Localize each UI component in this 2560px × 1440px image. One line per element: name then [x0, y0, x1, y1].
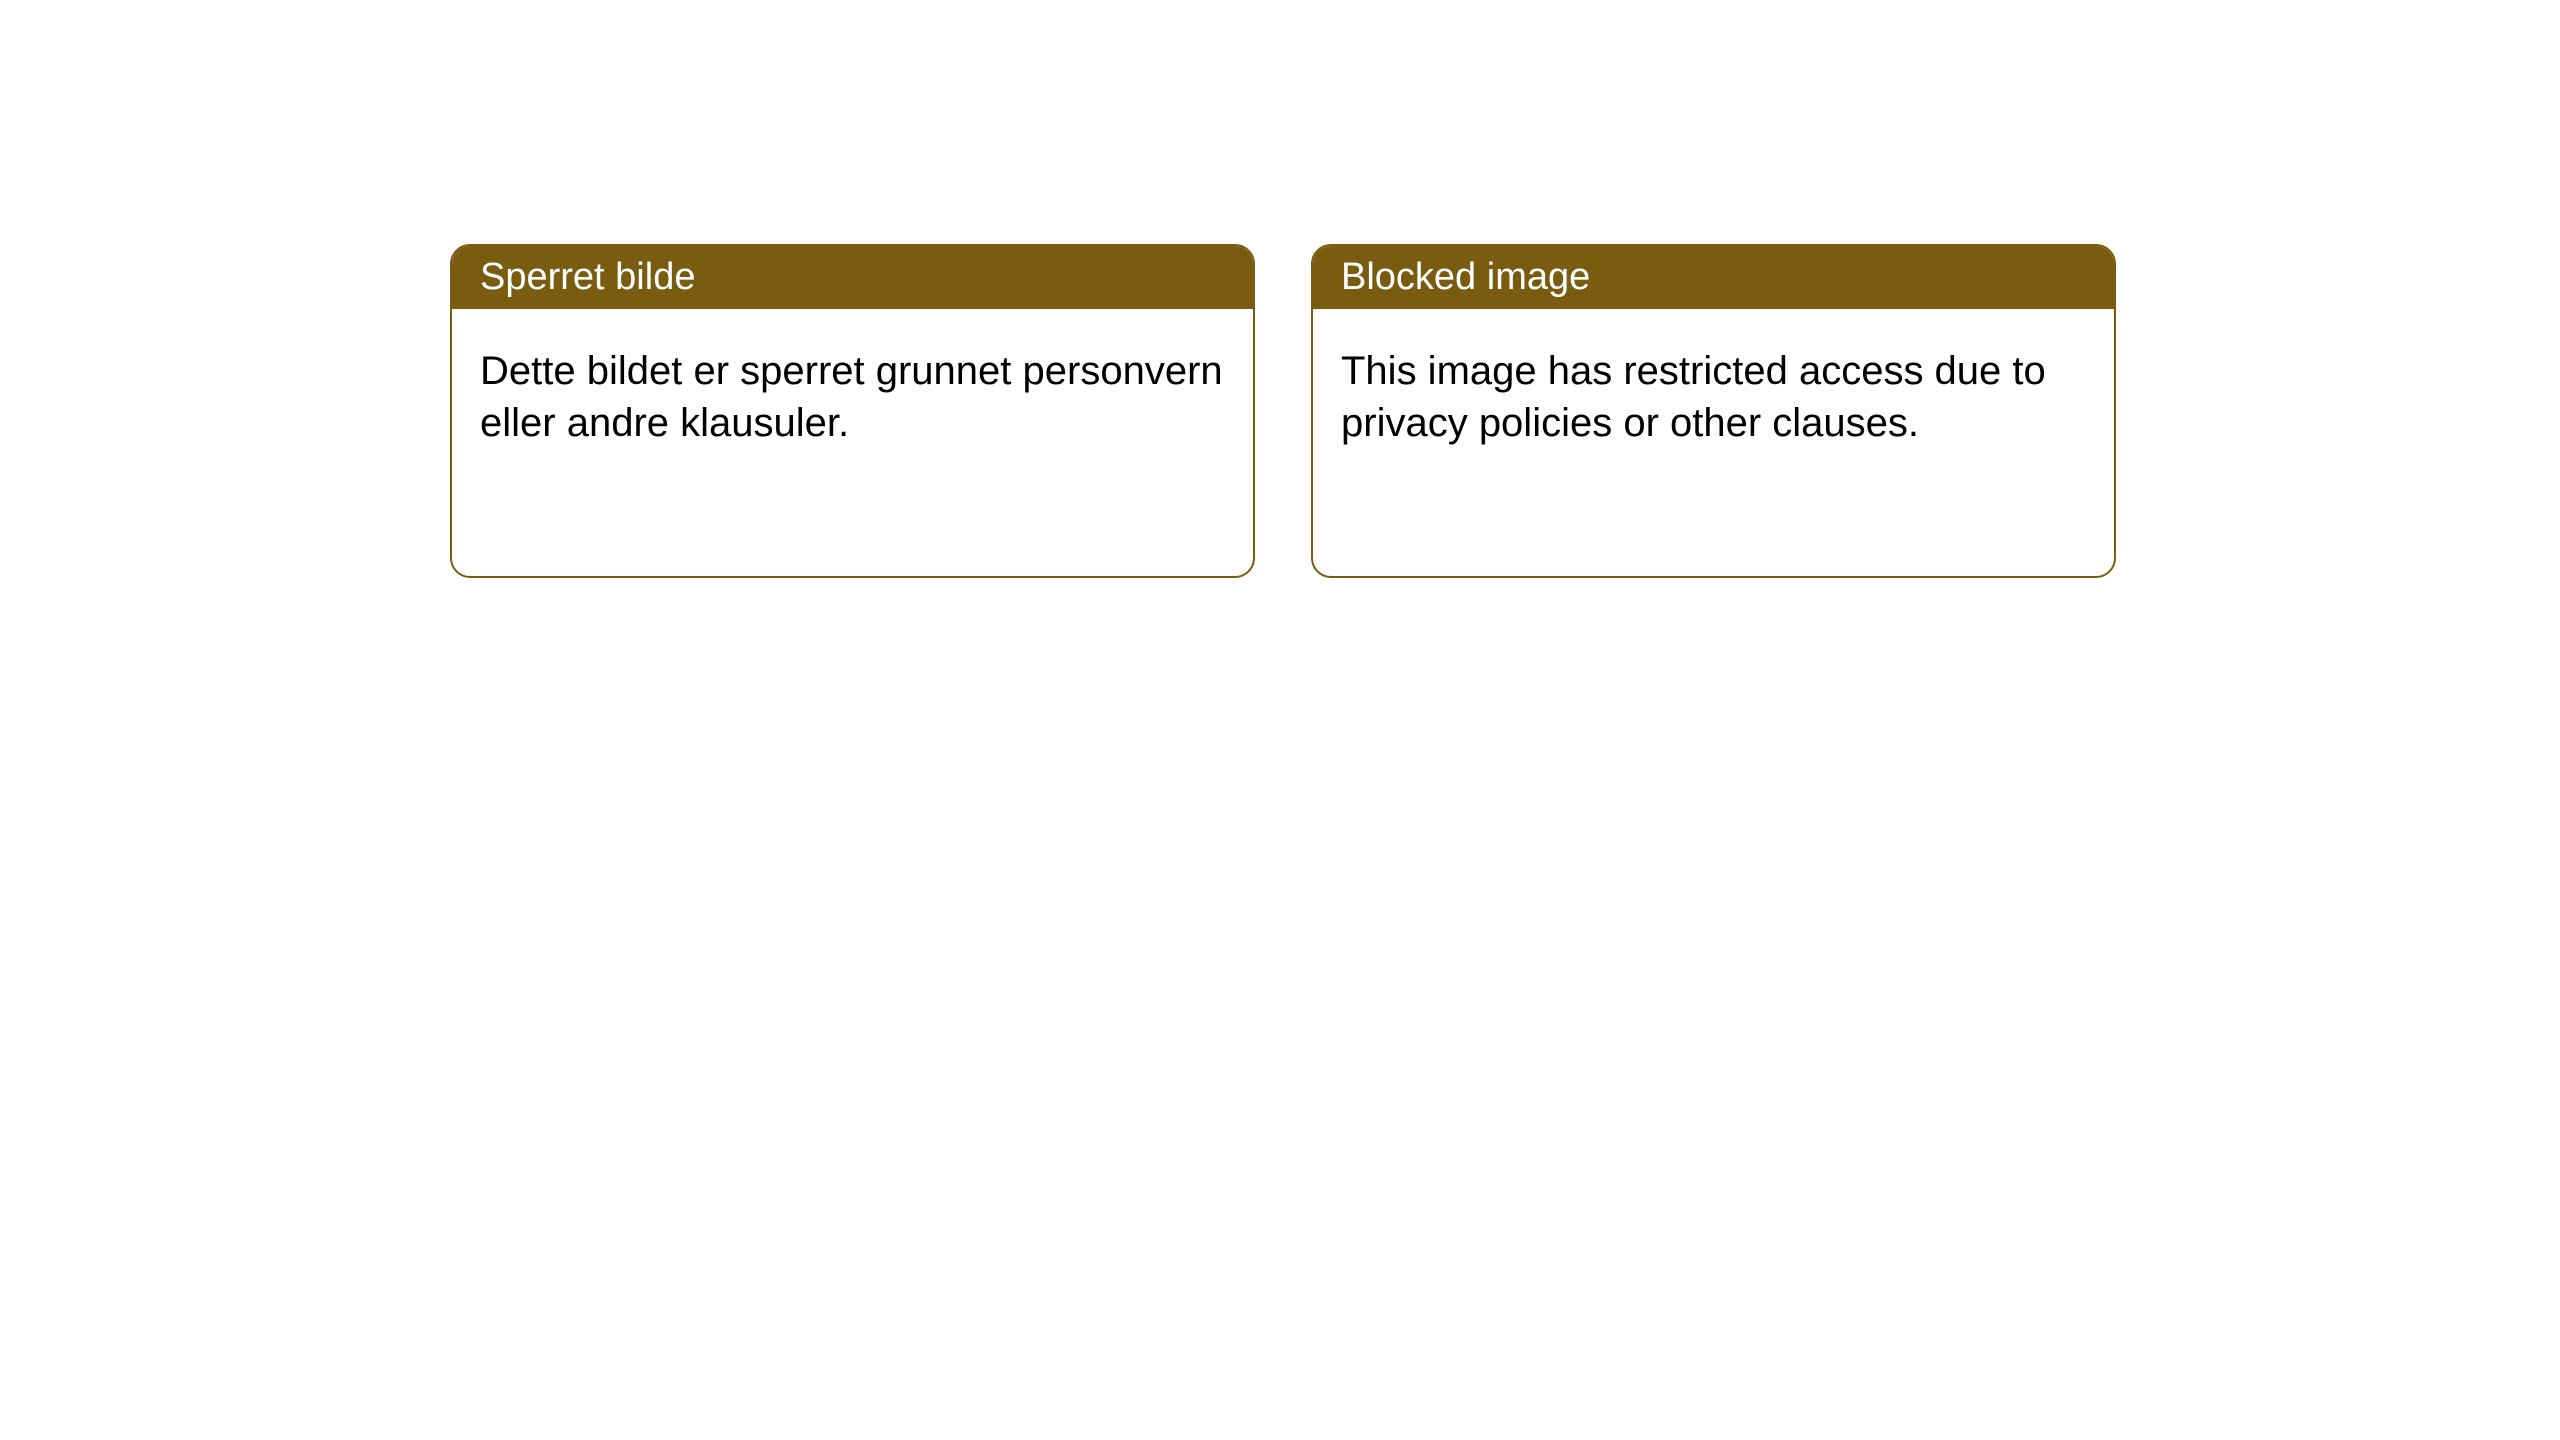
card-header-norwegian: Sperret bilde — [452, 246, 1253, 309]
blocked-image-card-norwegian: Sperret bilde Dette bildet er sperret gr… — [450, 244, 1255, 578]
card-body-norwegian: Dette bildet er sperret grunnet personve… — [452, 309, 1253, 485]
notice-container: Sperret bilde Dette bildet er sperret gr… — [0, 0, 2560, 578]
card-header-english: Blocked image — [1313, 246, 2114, 309]
blocked-image-card-english: Blocked image This image has restricted … — [1311, 244, 2116, 578]
card-body-english: This image has restricted access due to … — [1313, 309, 2114, 485]
